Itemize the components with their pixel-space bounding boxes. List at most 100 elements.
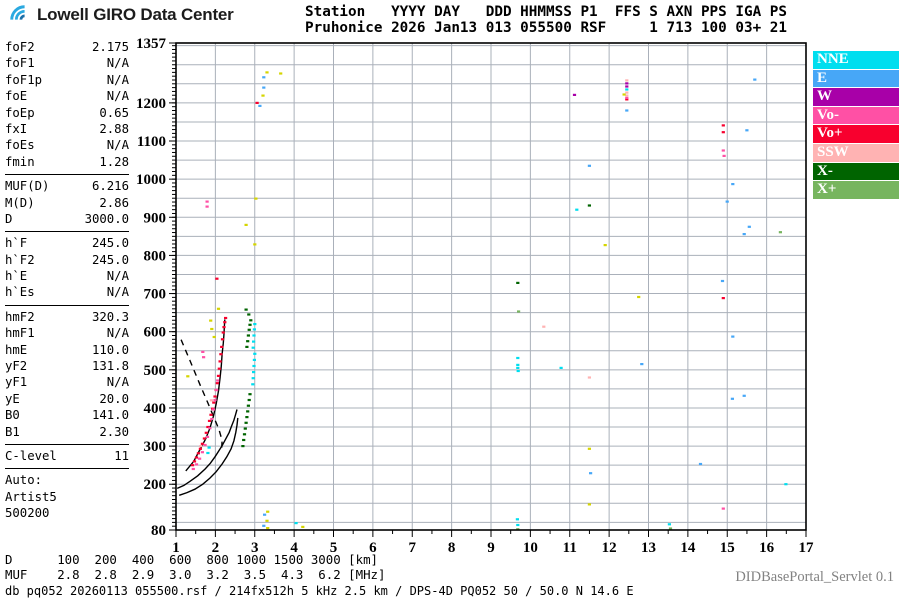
x-tick-label: 6 — [369, 540, 377, 556]
measurement-info-line: db pq052 20260113 055500.rsf / 214fx512h… — [5, 584, 634, 598]
param-row: h`F2 245.0 — [5, 252, 129, 268]
line-valley-extrapolation — [180, 339, 223, 449]
param-value: N/A — [106, 285, 129, 300]
param-label: MUF(D) — [5, 179, 50, 194]
auto-line: Artist5 — [5, 489, 57, 504]
x-tick-label: 14 — [680, 540, 696, 556]
x-tick-label: 15 — [720, 540, 735, 556]
param-row: D 3000.0 — [5, 211, 129, 227]
param-value: 141.0 — [91, 408, 129, 423]
panel-divider — [5, 443, 129, 445]
panel-divider — [5, 468, 129, 470]
param-value: N/A — [106, 326, 129, 341]
y-tick-label: 600 — [144, 325, 167, 341]
x-tick-label: 3 — [251, 540, 259, 556]
legend-item-x: X- — [813, 162, 899, 181]
y-tick-label: 300 — [144, 439, 167, 455]
y-tick-label: 800 — [144, 248, 167, 264]
panel-divider — [5, 231, 129, 233]
param-label: hmF2 — [5, 309, 35, 324]
param-value: N/A — [106, 56, 129, 71]
y-tick-label: 500 — [144, 363, 167, 379]
lowell-giro-logo: Lowell GIRO Data Center — [8, 4, 234, 26]
param-value: 6.216 — [91, 179, 129, 194]
param-value: N/A — [106, 72, 129, 87]
param-label: foF1 — [5, 56, 35, 71]
param-value: 2.86 — [99, 195, 129, 210]
param-label: foEp — [5, 105, 35, 120]
param-label: foE — [5, 89, 28, 104]
y-tick-label: 400 — [144, 401, 167, 417]
param-label: yF1 — [5, 375, 28, 390]
param-row: foEs N/A — [5, 137, 129, 153]
param-label: h`F — [5, 236, 28, 251]
x-tick-label: 12 — [602, 540, 617, 556]
param-row: B1 2.30 — [5, 424, 129, 440]
param-row: h`F 245.0 — [5, 235, 129, 251]
x-tick-label: 7 — [409, 540, 417, 556]
param-label: hmF1 — [5, 326, 35, 341]
y-tick-label: 700 — [144, 287, 167, 303]
x-tick-label: 5 — [330, 540, 338, 556]
scatter-series-w — [572, 82, 629, 96]
y-tick-label: 1000 — [136, 172, 166, 188]
panel-divider — [5, 304, 129, 306]
param-label: hmE — [5, 342, 28, 357]
legend-item-e: E — [813, 69, 899, 88]
param-value: 131.8 — [91, 359, 129, 374]
echo-points — [186, 71, 788, 531]
profile-lines — [176, 319, 239, 496]
muf-row: MUF 2.8 2.8 2.9 3.0 3.2 3.5 4.3 6.2 [MHz… — [5, 566, 386, 582]
legend-item-vo: Vo+ — [813, 125, 899, 143]
station-header: Station YYYY DAY DDD HHMMSS P1 FFS S AXN… — [305, 4, 787, 36]
param-row: h`Es N/A — [5, 284, 129, 300]
param-value: N/A — [106, 375, 129, 390]
d-muf-table: D 100 200 400 600 800 1000 1500 3000 [km… — [5, 552, 386, 583]
param-row: C-level 11 — [5, 448, 129, 464]
legend-item-x: X+ — [813, 181, 899, 199]
param-row: fxI 2.88 — [5, 121, 129, 137]
param-row: foF2 2.175 — [5, 39, 129, 55]
param-row: foEp 0.65 — [5, 105, 129, 121]
d-row: D 100 200 400 600 800 1000 1500 3000 [km… — [5, 552, 378, 567]
param-label: foEs — [5, 138, 35, 153]
x-tick-label: 10 — [523, 540, 538, 556]
y-tick-label: 80 — [151, 523, 166, 539]
auto-label: Auto: — [5, 473, 43, 488]
scatter-series-x — [516, 231, 782, 531]
param-value: 245.0 — [91, 252, 129, 267]
param-label: yE — [5, 391, 20, 406]
giro-arcs-icon — [10, 5, 25, 20]
logo-text: Lowell GIRO Data Center — [37, 5, 234, 24]
scatter-series-e — [258, 76, 757, 527]
scatter-series-vo — [190, 98, 725, 467]
y-tick-label: 200 — [144, 477, 167, 493]
param-value: N/A — [106, 269, 129, 284]
param-label: fmin — [5, 154, 35, 169]
x-tick-label: 1 — [172, 540, 180, 556]
param-row: fmin 1.28 — [5, 154, 129, 170]
param-value: 2.175 — [91, 40, 129, 54]
legend-item-w: W — [813, 88, 899, 106]
x-tick-label: 16 — [759, 540, 775, 556]
x-tick-label: 8 — [448, 540, 456, 556]
x-tick-label: 13 — [641, 540, 656, 556]
param-label: D — [5, 211, 13, 226]
param-label: yF2 — [5, 359, 28, 374]
param-label: C-level — [5, 448, 57, 463]
y-tick-label: 1357 — [136, 36, 167, 52]
grid — [176, 43, 806, 530]
param-row: hmF2 320.3 — [5, 309, 129, 325]
param-value: N/A — [106, 138, 129, 153]
param-label: h`Es — [5, 285, 35, 300]
scatter-series-ssw — [199, 79, 629, 448]
line-trace-fit — [185, 319, 226, 472]
x-tick-label: 11 — [563, 540, 577, 556]
x-tick-label: 2 — [212, 540, 220, 556]
legend-item-vo: Vo- — [813, 106, 899, 125]
param-value: 2.30 — [99, 424, 129, 439]
param-label: h`E — [5, 269, 28, 284]
param-row: yF2 131.8 — [5, 358, 129, 374]
scatter-series-x — [241, 204, 591, 448]
